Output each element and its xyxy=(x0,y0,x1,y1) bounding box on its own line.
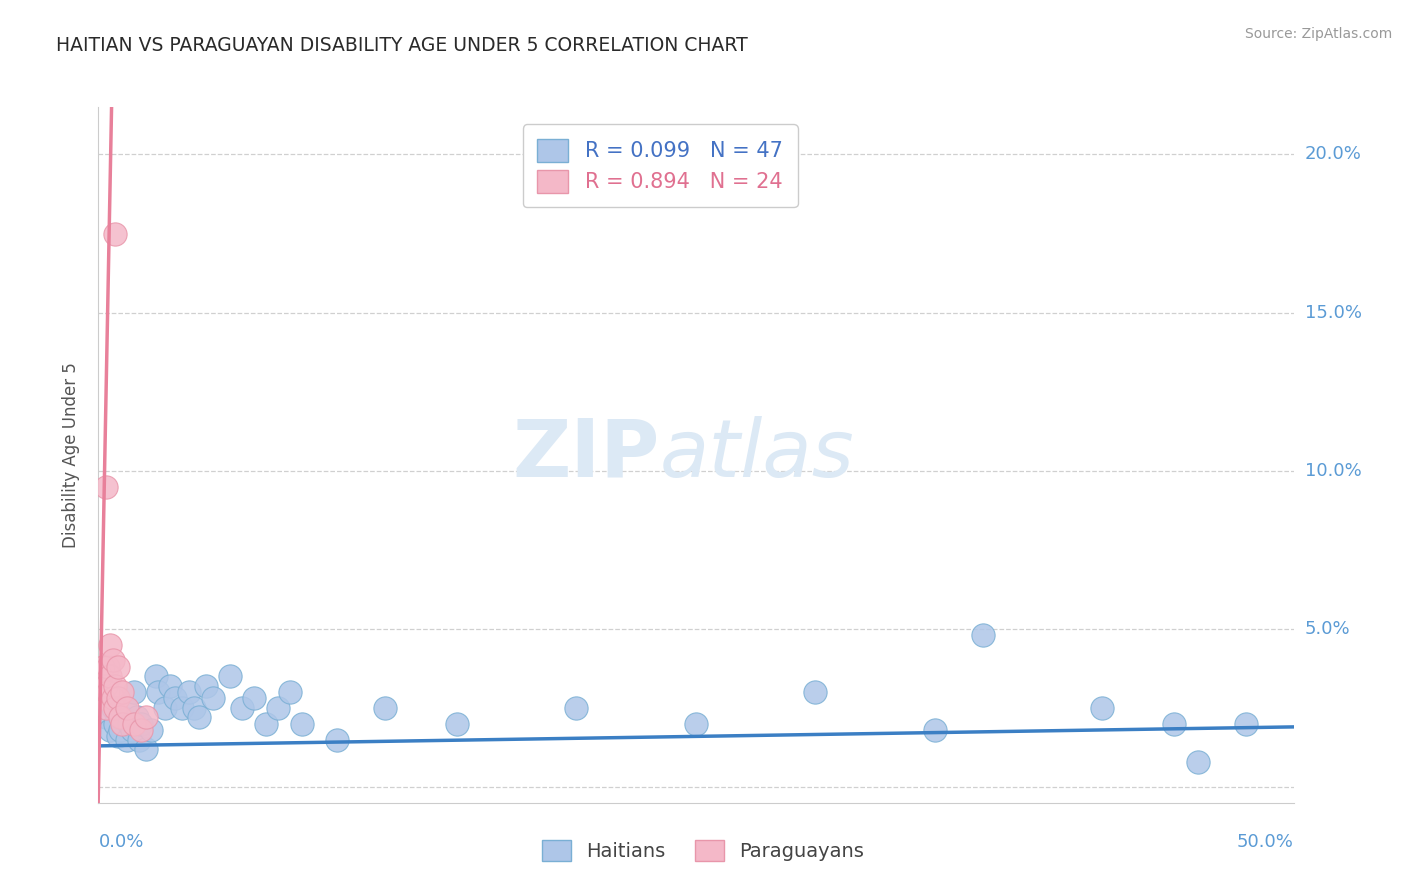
Point xyxy=(124,716,146,731)
Point xyxy=(291,716,314,731)
Point xyxy=(98,638,122,652)
Point xyxy=(565,701,588,715)
Point xyxy=(374,701,396,715)
Point xyxy=(179,685,201,699)
Point xyxy=(145,669,167,683)
Point xyxy=(155,701,177,715)
Point xyxy=(94,701,117,715)
Point xyxy=(231,701,253,715)
Text: HAITIAN VS PARAGUAYAN DISABILITY AGE UNDER 5 CORRELATION CHART: HAITIAN VS PARAGUAYAN DISABILITY AGE UND… xyxy=(56,36,748,54)
Text: 0.0%: 0.0% xyxy=(98,833,143,851)
Point xyxy=(267,701,290,715)
Point xyxy=(125,710,148,724)
Text: 20.0%: 20.0% xyxy=(1305,145,1361,163)
Text: 15.0%: 15.0% xyxy=(1305,303,1361,322)
Point xyxy=(163,691,186,706)
Point xyxy=(101,701,124,715)
Text: 50.0%: 50.0% xyxy=(1237,833,1294,851)
Legend: R = 0.099   N = 47, R = 0.894   N = 24: R = 0.099 N = 47, R = 0.894 N = 24 xyxy=(523,124,797,207)
Point xyxy=(159,679,181,693)
Point xyxy=(101,653,124,667)
Point xyxy=(195,679,218,693)
Point xyxy=(685,716,707,731)
Point xyxy=(278,685,301,699)
Point xyxy=(1234,716,1257,731)
Point xyxy=(148,685,170,699)
Point xyxy=(131,723,153,737)
Point xyxy=(94,479,117,493)
Legend: Haitians, Paraguayans: Haitians, Paraguayans xyxy=(534,832,872,869)
Point xyxy=(972,628,994,642)
Point xyxy=(94,710,117,724)
Point xyxy=(108,723,131,737)
Text: Source: ZipAtlas.com: Source: ZipAtlas.com xyxy=(1244,27,1392,41)
Point xyxy=(94,679,117,693)
Point xyxy=(107,691,129,706)
Point xyxy=(1091,701,1114,715)
Point xyxy=(804,685,827,699)
Point xyxy=(97,685,120,699)
Point xyxy=(104,227,127,241)
Point xyxy=(104,679,127,693)
Point xyxy=(924,723,946,737)
Point xyxy=(115,701,138,715)
Point xyxy=(114,701,136,715)
Point xyxy=(202,691,225,706)
Point xyxy=(183,701,205,715)
Point xyxy=(131,716,153,731)
Text: 5.0%: 5.0% xyxy=(1305,620,1350,638)
Point xyxy=(104,716,127,731)
Point xyxy=(90,669,112,683)
Point xyxy=(91,691,114,706)
Text: atlas: atlas xyxy=(661,416,855,494)
Y-axis label: Disability Age Under 5: Disability Age Under 5 xyxy=(62,362,80,548)
Point xyxy=(135,710,157,724)
Point xyxy=(118,716,141,731)
Point xyxy=(107,730,129,744)
Point xyxy=(98,669,122,683)
Point xyxy=(97,660,120,674)
Point xyxy=(111,685,134,699)
Text: ZIP: ZIP xyxy=(513,416,661,494)
Point xyxy=(111,716,134,731)
Point xyxy=(115,732,138,747)
Point xyxy=(101,691,124,706)
Point xyxy=(108,710,131,724)
Point xyxy=(172,701,194,715)
Point xyxy=(219,669,242,683)
Point xyxy=(91,660,114,674)
Point xyxy=(107,660,129,674)
Point xyxy=(1163,716,1185,731)
Text: 10.0%: 10.0% xyxy=(1305,462,1361,480)
Point xyxy=(187,710,209,724)
Point xyxy=(139,723,162,737)
Point xyxy=(1187,755,1209,769)
Point xyxy=(446,716,468,731)
Point xyxy=(104,701,127,715)
Point xyxy=(243,691,266,706)
Point xyxy=(111,710,134,724)
Point xyxy=(135,742,157,756)
Point xyxy=(326,732,349,747)
Point xyxy=(121,723,143,737)
Point xyxy=(98,723,122,737)
Point xyxy=(124,685,146,699)
Point xyxy=(128,732,150,747)
Point xyxy=(254,716,277,731)
